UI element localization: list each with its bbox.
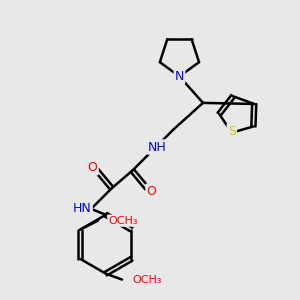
Text: O: O (146, 185, 156, 198)
Text: HN: HN (73, 202, 92, 215)
Text: NH: NH (148, 141, 167, 154)
Text: OCH₃: OCH₃ (108, 216, 138, 226)
Text: N: N (175, 70, 184, 83)
Text: O: O (88, 161, 98, 174)
Text: OCH₃: OCH₃ (132, 274, 162, 285)
Text: S: S (228, 125, 236, 138)
